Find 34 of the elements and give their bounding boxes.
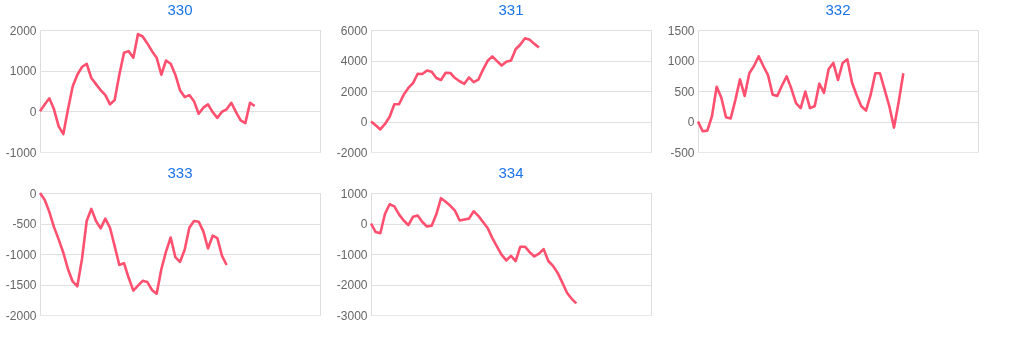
y-tick-label: -2000 <box>336 278 368 292</box>
y-tick-label: -1000 <box>336 247 368 262</box>
chart-title: 333 <box>167 164 193 181</box>
chart-title: 331 <box>498 1 524 18</box>
y-tick-label: -2000 <box>5 308 37 323</box>
y-tick-label: 500 <box>674 84 695 99</box>
y-tick-label: -1500 <box>5 278 37 292</box>
y-tick-label: 1000 <box>340 186 368 201</box>
y-tick-label: -1000 <box>5 145 37 160</box>
y-tick-label: 0 <box>687 115 695 129</box>
y-tick-label: -1000 <box>5 247 37 262</box>
y-tick-label: 2000 <box>340 84 368 99</box>
y-tick-label: 1000 <box>667 54 695 68</box>
y-tick-label: 2000 <box>9 23 37 38</box>
chart-title: 330 <box>167 1 193 18</box>
line-series <box>369 36 541 131</box>
y-tick-label: 1500 <box>667 23 695 38</box>
y-tick-label: -500 <box>670 145 695 160</box>
line-series <box>38 32 256 136</box>
y-tick-label: -500 <box>12 217 37 231</box>
y-tick-label: -2000 <box>336 145 368 160</box>
y-tick-label: 1000 <box>9 64 37 79</box>
y-tick-label: 0 <box>29 104 37 119</box>
y-tick-label: 0 <box>29 186 37 201</box>
y-tick-label: 0 <box>360 115 368 129</box>
chart-title: 332 <box>825 1 851 18</box>
y-tick-label: -3000 <box>336 308 368 323</box>
line-series <box>38 191 228 295</box>
line-series <box>369 196 578 305</box>
y-tick-label: 0 <box>360 217 368 231</box>
y-tick-label: 4000 <box>340 54 368 68</box>
y-tick-label: 6000 <box>340 23 368 38</box>
line-series <box>696 54 905 133</box>
chart-title: 334 <box>498 164 524 181</box>
